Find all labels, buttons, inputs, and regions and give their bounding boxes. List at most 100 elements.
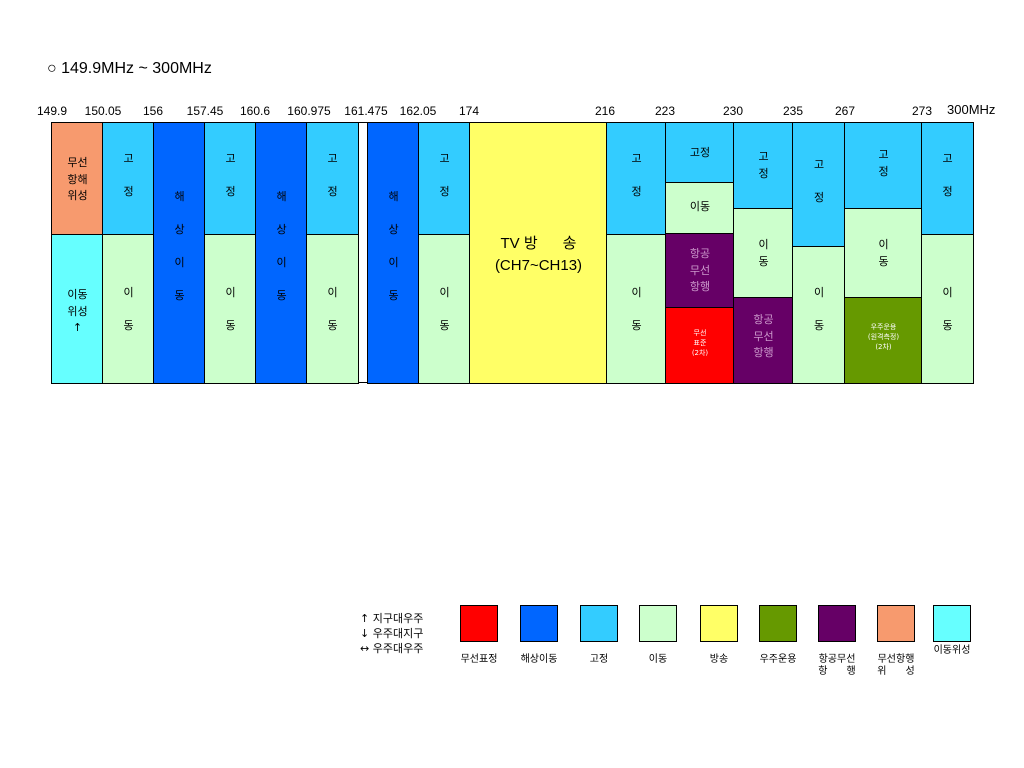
band-label: TV 방 송 (CH7~CH13): [494, 235, 583, 274]
direction-key: ↑ 지구대우주 ↓ 우주대지구 ↔ 우주대우주: [360, 611, 423, 656]
legend-label: 우주운용: [759, 654, 797, 665]
band-label: 이동 위성 ↑: [67, 288, 88, 334]
band-maritime-mobile: 해 상 이 동: [367, 122, 420, 384]
legend-swatch: [759, 605, 797, 642]
legend-label: 이동: [648, 654, 668, 665]
band-fixed: 고 정: [204, 122, 257, 235]
frequency-tick: 230: [722, 104, 744, 118]
page-title: ○ 149.9MHz ~ 300MHz: [47, 60, 212, 77]
band-label: 고 정: [123, 152, 134, 198]
legend-swatch: [933, 605, 971, 642]
legend-swatch: [639, 605, 677, 642]
legend-label: 무선항행 위 성: [877, 654, 915, 677]
legend-swatch: [460, 605, 498, 642]
legend-swatch: [520, 605, 558, 642]
band-label: 무선 항해 위성: [67, 156, 88, 202]
frequency-tick: 300MHz: [947, 102, 996, 117]
legend-label: 이동위성: [933, 645, 971, 656]
band-label: 고 정: [439, 152, 450, 198]
frequency-tick: 157.45: [186, 104, 224, 118]
band-maritime-mobile: 해 상 이 동: [153, 122, 206, 384]
band-label: 해 상 이 동: [388, 190, 399, 302]
frequency-tick: 273: [911, 104, 933, 118]
band-label: 고 정: [631, 152, 642, 198]
band-label: 이동: [689, 200, 711, 213]
frequency-tick: 149.9: [36, 104, 68, 118]
legend-label: 고정: [589, 654, 609, 665]
band-fixed: 고정: [665, 122, 735, 184]
band-label: 고 정: [225, 152, 236, 198]
band-mobile: 이 동: [204, 234, 257, 384]
legend-swatch: [580, 605, 618, 642]
band-broadcasting: TV 방 송 (CH7~CH13): [469, 122, 608, 384]
band-label: 해 상 이 동: [174, 190, 185, 302]
frequency-tick: 174: [458, 104, 480, 118]
band-fixed: 고 정: [306, 122, 359, 235]
band-label: 고 정: [327, 152, 338, 198]
legend-swatch: [700, 605, 738, 642]
legend-swatch: [877, 605, 915, 642]
band-label: 고 정: [942, 152, 953, 198]
band-label: 이 동: [813, 286, 825, 332]
legend-label: 항공무선 항 행: [818, 654, 856, 677]
band-mobile: 이 동: [792, 246, 846, 384]
legend-label: 해상이동: [520, 654, 558, 665]
band-label: 해 상 이 동: [276, 190, 287, 302]
band-mobile: 이 동: [606, 234, 667, 384]
band-mobile: 이 동: [921, 234, 974, 384]
band-mobile: 이 동: [418, 234, 471, 384]
band-standard-frequency: 무선 표준 (2차): [665, 307, 735, 384]
band-label: 고정: [689, 146, 711, 159]
frequency-tick: 235: [782, 104, 804, 118]
band-radio-navigation-satellite: 무선 항해 위성: [51, 122, 104, 235]
band-label: 이 동: [123, 286, 134, 332]
band-aeronautical-radionavigation: 항공 무선 항행: [733, 297, 794, 384]
frequency-tick: 160.975: [287, 104, 331, 118]
band-label: 이 동: [439, 286, 450, 332]
band-mobile: 이 동: [733, 208, 794, 299]
band-space-operation: 우주운용 (원격측정) (2차): [844, 297, 923, 384]
frequency-tick: 156: [142, 104, 164, 118]
band-maritime-mobile: 해 상 이 동: [255, 122, 308, 384]
band-mobile: 이 동: [844, 208, 923, 299]
band-fixed: 고 정: [921, 122, 974, 235]
band-mobile: 이동: [665, 182, 735, 235]
band-fixed: 고 정: [418, 122, 471, 235]
band-mobile: 이 동: [102, 234, 155, 384]
legend-label: 무선표정: [460, 654, 498, 665]
frequency-tick: 150.05: [84, 104, 122, 118]
band-label: 이 동: [327, 286, 338, 332]
band-label: 고 정: [813, 158, 825, 204]
band-label: 무선 표준 (2차): [691, 329, 709, 358]
key-space-to-space: ↔ 우주대우주: [360, 642, 424, 655]
frequency-tick: 160.6: [239, 104, 271, 118]
key-earth-to-space: ↑ 지구대우주: [360, 612, 424, 625]
band-mobile: 이 동: [306, 234, 359, 384]
band-fixed: 고 정: [733, 122, 794, 210]
frequency-tick: 162.05: [399, 104, 437, 118]
frequency-tick: 223: [654, 104, 676, 118]
band-fixed: 고 정: [102, 122, 155, 235]
band-label: 이 동: [225, 286, 236, 332]
band-fixed: 고 정: [606, 122, 667, 235]
band-mobile-satellite: 이동 위성 ↑: [51, 234, 104, 384]
band-label: 고 정: [878, 148, 889, 178]
band-fixed: 고 정: [844, 122, 923, 210]
band-label: 이 동: [942, 286, 953, 332]
band-label: 항공 무선 항행: [689, 247, 711, 293]
band-label: 우주운용 (원격측정) (2차): [867, 323, 900, 352]
legend-swatch: [818, 605, 856, 642]
band-fixed: 고 정: [792, 122, 846, 248]
frequency-tick: 267: [834, 104, 856, 118]
frequency-tick: 216: [594, 104, 616, 118]
band-aeronautical-radionavigation: 항공 무선 항행: [665, 233, 735, 309]
band-label: 이 동: [878, 238, 889, 268]
band-label: 고 정: [758, 150, 769, 180]
band-label: 항공 무선 항행: [753, 313, 774, 359]
legend-label: 방송: [709, 654, 729, 665]
band-label: 이 동: [758, 238, 769, 268]
band-label: 이 동: [631, 286, 642, 332]
key-space-to-earth: ↓ 우주대지구: [360, 627, 424, 640]
frequency-tick: 161.475: [344, 104, 388, 118]
